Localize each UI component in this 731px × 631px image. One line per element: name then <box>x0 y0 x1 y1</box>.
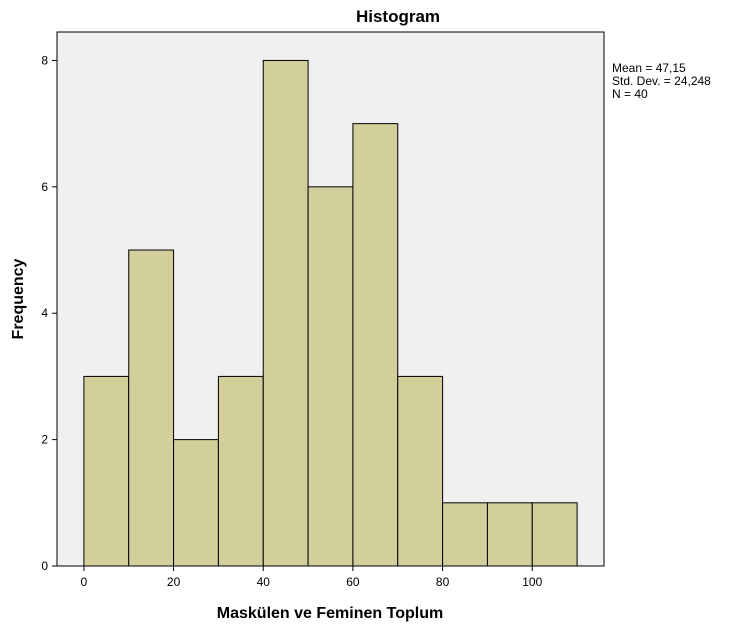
histogram-bar-6 <box>353 124 398 566</box>
y-tick-label-0: 0 <box>41 559 48 573</box>
histogram-bar-7 <box>398 376 443 566</box>
x-axis: 0 20 40 60 80 100 <box>81 566 543 589</box>
y-axis: 0 2 4 6 8 <box>41 53 57 573</box>
y-axis-label: Frequency <box>10 258 27 339</box>
chart-title: Histogram <box>356 7 440 26</box>
x-tick-label-3: 60 <box>346 575 360 589</box>
histogram-bar-3 <box>218 376 263 566</box>
stat-mean: Mean = 47,15 <box>612 61 686 75</box>
histogram-bar-1 <box>129 250 174 566</box>
histogram-bar-5 <box>308 187 353 566</box>
x-tick-label-5: 100 <box>522 575 542 589</box>
x-tick-label-0: 0 <box>81 575 88 589</box>
stat-n: N = 40 <box>612 87 648 101</box>
x-axis-label: Maskülen ve Feminen Toplum <box>217 605 443 622</box>
y-tick-label-3: 6 <box>41 180 48 194</box>
histogram-bar-0 <box>84 376 129 566</box>
x-tick-label-2: 40 <box>257 575 271 589</box>
y-tick-label-2: 4 <box>41 306 48 320</box>
histogram-bar-4 <box>263 60 308 566</box>
histogram-bar-2 <box>174 440 219 566</box>
x-tick-label-4: 80 <box>436 575 450 589</box>
histogram-bar-8 <box>443 503 488 566</box>
stat-std-dev: Std. Dev. = 24,248 <box>612 74 711 88</box>
histogram-bar-9 <box>487 503 532 566</box>
x-tick-label-1: 20 <box>167 575 181 589</box>
y-tick-label-4: 8 <box>41 53 48 67</box>
y-tick-label-1: 2 <box>41 433 48 447</box>
histogram-bar-10 <box>532 503 577 566</box>
